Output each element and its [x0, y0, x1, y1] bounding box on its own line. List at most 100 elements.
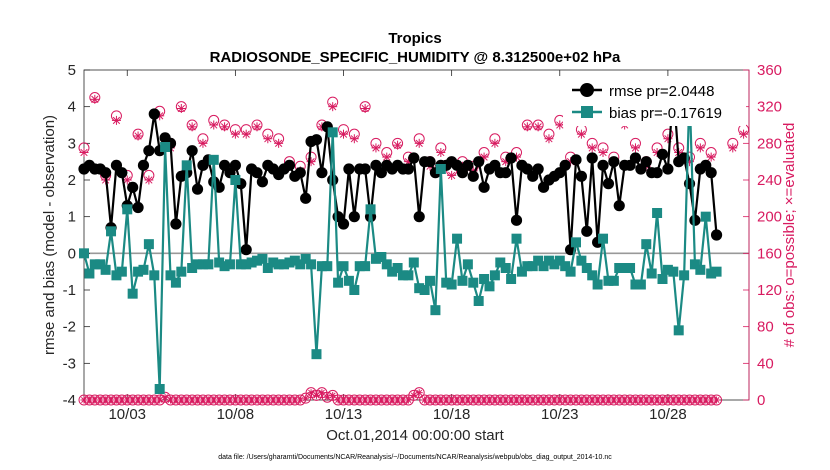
obs-evaluated-marker [540, 396, 548, 404]
bias-point [176, 266, 187, 277]
bias-point [365, 204, 376, 215]
bias-point [122, 204, 133, 215]
rmse-point [186, 145, 198, 157]
bias-point [235, 259, 246, 270]
y-right-tick-label: 200 [757, 209, 782, 226]
rmse-point [575, 170, 587, 182]
rmse-point [316, 167, 328, 179]
bias-point [333, 277, 344, 288]
y-right-tick-label: 120 [757, 282, 782, 299]
bias-point [614, 263, 625, 273]
bias-point [516, 266, 527, 277]
obs-evaluated-upper-marker [252, 122, 262, 132]
bias-point [381, 259, 392, 270]
bias-point [441, 277, 452, 288]
obs-evaluated-marker [658, 396, 666, 404]
rmse-point [532, 163, 544, 175]
obs-evaluated-upper-marker [274, 138, 284, 148]
bias-point [268, 257, 279, 268]
rmse-point [359, 163, 371, 175]
bias-point [511, 233, 522, 244]
y-tick-label: -3 [63, 355, 76, 372]
rmse-point [116, 167, 128, 179]
obs-evaluated-marker [410, 391, 418, 399]
obs-evaluated-marker [312, 391, 320, 399]
chart-subtitle: RADIOSONDE_SPECIFIC_HUMIDITY @ 8.312500e… [210, 49, 621, 66]
bias-point [549, 259, 560, 270]
obs-evaluated-marker [713, 396, 721, 404]
legend-bias-label: bias pr=-0.17619 [609, 105, 722, 122]
bias-point [257, 253, 268, 264]
y-right-tick-label: 240 [757, 172, 782, 189]
bias-point [695, 264, 706, 275]
bias-point [306, 259, 317, 270]
bias-point [354, 261, 365, 272]
bias-point [84, 268, 95, 279]
obs-evaluated-upper-marker [436, 148, 446, 157]
obs-evaluated-marker [291, 396, 299, 404]
rmse-point [651, 167, 663, 179]
bias-point [230, 175, 241, 185]
legend-bias-marker [581, 106, 593, 118]
y-right-tick-label: 320 [757, 99, 782, 116]
bias-point [641, 239, 652, 250]
obs-evaluated-marker [215, 396, 223, 404]
rmse-point [100, 167, 112, 179]
bias-point [679, 270, 690, 281]
bias-point [619, 263, 630, 273]
bias-point [360, 261, 371, 272]
y-right-tick-label: 160 [757, 245, 782, 262]
bias-point [500, 263, 511, 273]
rmse-point [294, 167, 306, 179]
y-tick-label: 2 [68, 172, 76, 189]
bias-point [387, 266, 398, 277]
obs-evaluated-marker [296, 396, 304, 404]
obs-evaluated-marker [221, 396, 229, 404]
bias-point [284, 257, 295, 268]
obs-evaluated-marker [96, 396, 104, 404]
bias-point [79, 248, 89, 259]
bias-point [295, 259, 306, 270]
rmse-point [473, 156, 485, 168]
obs-evaluated-upper-marker [393, 140, 403, 150]
obs-evaluated-marker [404, 396, 412, 404]
obs-evaluated-upper-marker [544, 134, 554, 144]
rmse-point [689, 214, 701, 226]
bias-point [506, 274, 517, 284]
rmse-point [613, 200, 625, 212]
bias-point [408, 257, 419, 268]
y-axis-label: rmse and bias (model - observation) [41, 115, 58, 355]
obs-evaluated-upper-marker [371, 143, 381, 153]
obs-evaluated-marker [626, 396, 634, 404]
legend: rmse pr=2.0448 bias pr=-0.17619 [563, 76, 746, 126]
bias-point [197, 259, 208, 270]
rmse-point [413, 211, 425, 223]
obs-evaluated-marker [102, 396, 110, 404]
obs-evaluated-marker [367, 396, 375, 404]
rmse-point [408, 152, 420, 164]
obs-evaluated-marker [318, 389, 326, 397]
obs-evaluated-marker [156, 396, 164, 404]
bias-point [608, 275, 619, 286]
bias-point [435, 164, 446, 174]
rmse-point [143, 145, 155, 157]
rmse-point [586, 152, 598, 164]
obs-evaluated-marker [469, 396, 477, 404]
rmse-point [559, 159, 571, 171]
obs-evaluated-marker [594, 396, 602, 404]
bias-point [149, 270, 160, 281]
bias-point [689, 259, 700, 270]
bias-point [376, 252, 387, 262]
obs-evaluated-upper-marker [490, 138, 500, 148]
bias-point [111, 270, 122, 281]
obs-evaluated-upper-marker [328, 102, 338, 112]
bias-point [187, 263, 198, 273]
bias-point [403, 270, 414, 281]
obs-evaluated-marker [264, 396, 272, 404]
rmse-point [348, 211, 360, 223]
obs-evaluated-upper-marker [695, 143, 705, 153]
bias-point [560, 261, 571, 272]
bias-point [495, 257, 506, 268]
rmse-point [137, 159, 150, 171]
